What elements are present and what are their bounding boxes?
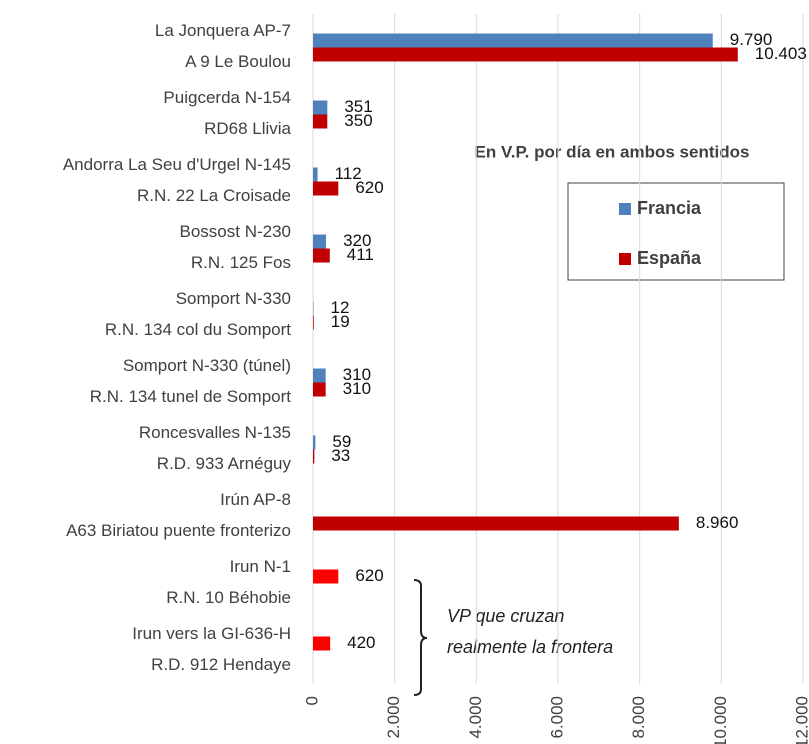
x-tick-label: 0 bbox=[302, 696, 321, 705]
data-label: 12 bbox=[330, 298, 349, 317]
data-label: 351 bbox=[344, 97, 372, 116]
data-label: 411 bbox=[347, 245, 374, 264]
x-tick-label: 10.000 bbox=[711, 696, 730, 744]
data-label: 59 bbox=[332, 432, 351, 451]
bar bbox=[313, 449, 315, 464]
data-label: 420 bbox=[347, 633, 375, 652]
y-tick-label: RD68 Llivia bbox=[204, 119, 291, 138]
legend-label: Francia bbox=[637, 198, 702, 218]
legend-swatch bbox=[619, 253, 631, 265]
y-tick-label: R.N. 125 Fos bbox=[191, 253, 291, 272]
bar bbox=[313, 248, 330, 263]
y-tick-label: Somport N-330 (túnel) bbox=[123, 356, 291, 375]
data-label: 310 bbox=[343, 365, 371, 384]
y-tick-label: A 9 Le Boulou bbox=[185, 52, 291, 71]
bar bbox=[313, 114, 328, 129]
x-tick-label: 6.000 bbox=[547, 696, 566, 739]
y-tick-label: Andorra La Seu d'Urgel N-145 bbox=[63, 155, 291, 174]
bar bbox=[313, 569, 339, 584]
y-tick-label: R.N. 22 La Croisade bbox=[137, 186, 291, 205]
data-label: 112 bbox=[335, 164, 362, 183]
data-label: 8.960 bbox=[696, 513, 739, 532]
subtitle: En V.P. por día en ambos sentidos bbox=[475, 142, 750, 161]
bracket-note: VP que cruzan bbox=[447, 606, 564, 626]
bar bbox=[313, 33, 713, 48]
bar bbox=[313, 167, 318, 182]
data-label: 9.790 bbox=[730, 30, 773, 49]
bar bbox=[313, 636, 331, 651]
y-tick-label: R.N. 10 Béhobie bbox=[166, 588, 291, 607]
bar bbox=[313, 315, 314, 330]
data-label: 350 bbox=[344, 111, 372, 130]
y-tick-label: Irún AP-8 bbox=[220, 490, 291, 509]
y-tick-label: Somport N-330 bbox=[176, 289, 291, 308]
x-tick-label: 4.000 bbox=[466, 696, 485, 739]
x-tick-label: 2.000 bbox=[384, 696, 403, 739]
y-tick-label: Irun N-1 bbox=[230, 557, 291, 576]
data-label: 620 bbox=[355, 178, 383, 197]
data-label: 620 bbox=[355, 566, 383, 585]
bar bbox=[313, 234, 327, 249]
data-label: 310 bbox=[343, 379, 371, 398]
bar bbox=[313, 516, 679, 531]
y-tick-label: Bossost N-230 bbox=[180, 222, 292, 241]
y-tick-label: R.N. 134 tunel de Somport bbox=[90, 387, 292, 406]
y-tick-label: Puigcerda N-154 bbox=[163, 88, 291, 107]
legend-swatch bbox=[619, 203, 631, 215]
y-tick-label: Irun vers la GI-636-H bbox=[132, 624, 291, 643]
data-label: 33 bbox=[331, 446, 350, 465]
x-tick-label: 8.000 bbox=[629, 696, 648, 739]
bar bbox=[313, 47, 738, 62]
data-label: 10.403 bbox=[755, 44, 807, 63]
y-tick-label: R.N. 134 col du Somport bbox=[105, 320, 291, 339]
bar bbox=[313, 382, 326, 397]
bar bbox=[313, 368, 326, 383]
y-tick-label: R.D. 912 Hendaye bbox=[151, 655, 291, 674]
y-tick-label: Roncesvalles N-135 bbox=[139, 423, 291, 442]
bar bbox=[313, 181, 339, 196]
bracket-note: realmente la frontera bbox=[447, 637, 613, 657]
x-tick-label: 12.000 bbox=[792, 696, 809, 744]
bar bbox=[313, 100, 328, 115]
y-tick-label: A63 Biriatou puente fronterizo bbox=[66, 521, 291, 540]
y-tick-label: La Jonquera AP-7 bbox=[155, 21, 291, 40]
legend-label: España bbox=[637, 248, 702, 268]
y-tick-label: R.D. 933 Arnéguy bbox=[157, 454, 292, 473]
legend-box bbox=[567, 182, 785, 281]
data-label: 19 bbox=[331, 312, 350, 331]
bar bbox=[313, 435, 316, 450]
bracket bbox=[413, 579, 428, 696]
data-label: 320 bbox=[343, 231, 371, 250]
